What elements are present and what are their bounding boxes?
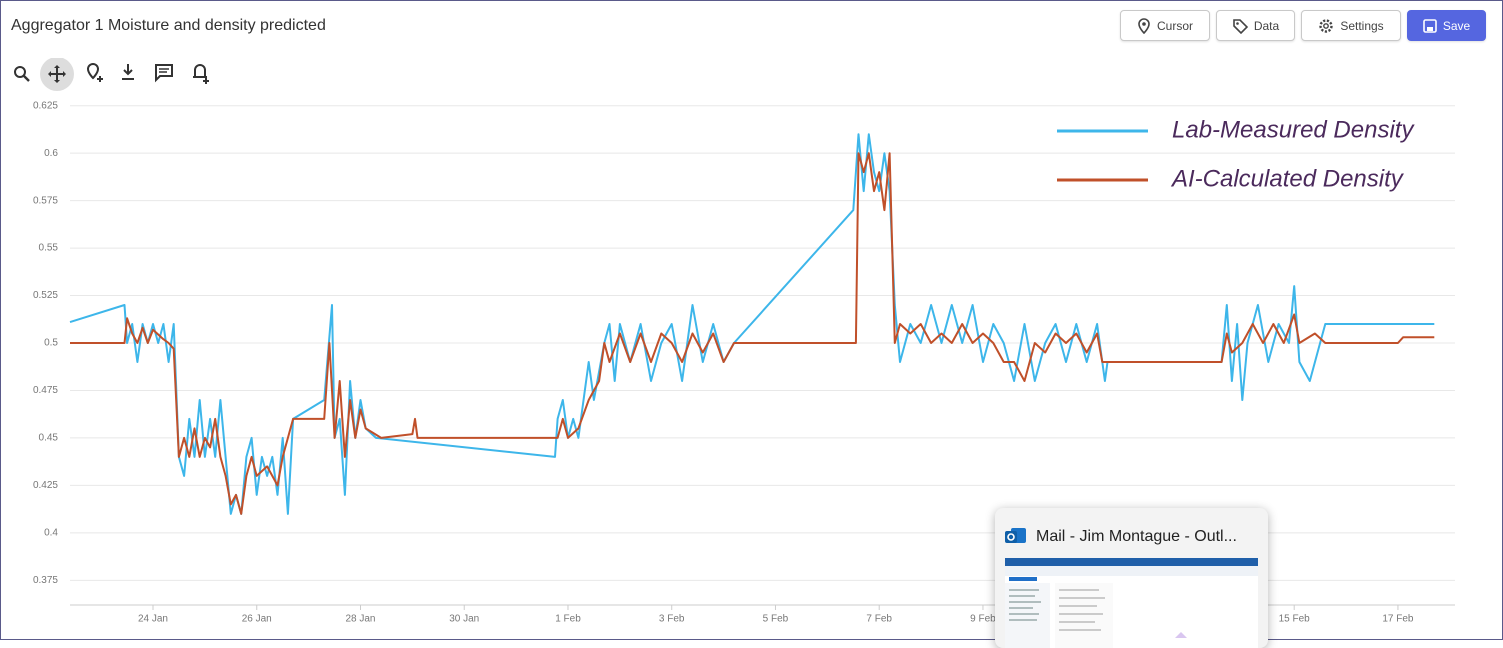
y-tick-label: 0.4 xyxy=(44,527,58,538)
y-tick-label: 0.525 xyxy=(33,290,58,301)
x-tick-label: 7 Feb xyxy=(866,614,892,625)
x-tick-label: 24 Jan xyxy=(138,614,168,625)
legend-label: Lab-Measured Density xyxy=(1172,116,1415,143)
x-tick-label: 26 Jan xyxy=(242,614,272,625)
y-tick-label: 0.425 xyxy=(33,480,58,491)
y-tick-label: 0.375 xyxy=(33,575,58,586)
add-marker-tool[interactable] xyxy=(86,62,103,82)
preview-thumbnail xyxy=(1005,558,1258,648)
y-tick-label: 0.55 xyxy=(39,243,59,254)
y-tick-label: 0.575 xyxy=(33,195,58,206)
download-tool[interactable] xyxy=(122,64,134,80)
cursor-button[interactable]: Cursor xyxy=(1120,10,1210,41)
x-tick-label: 15 Feb xyxy=(1279,614,1311,625)
y-tick-label: 0.475 xyxy=(33,385,58,396)
add-alert-tool[interactable] xyxy=(193,64,209,84)
button-label: Settings xyxy=(1340,18,1384,33)
gear-icon xyxy=(1319,18,1334,33)
data-line xyxy=(70,152,1435,515)
chart-toolbar xyxy=(14,58,209,91)
floppy-icon xyxy=(1423,18,1437,33)
button-label: Cursor xyxy=(1156,18,1193,33)
x-tick-label: 3 Feb xyxy=(659,614,685,625)
zoom-tool[interactable] xyxy=(14,66,30,82)
y-tick-label: 0.625 xyxy=(33,100,58,111)
settings-button[interactable]: Settings xyxy=(1301,10,1401,41)
x-tick-label: 28 Jan xyxy=(345,614,375,625)
x-tick-label: 9 Feb xyxy=(970,614,996,625)
comment-tool[interactable] xyxy=(155,64,173,83)
y-tick-label: 0.5 xyxy=(44,338,58,349)
legend-label: AI-Calculated Density xyxy=(1170,165,1405,192)
pin-icon xyxy=(1138,17,1150,34)
pan-tool[interactable] xyxy=(40,58,74,91)
panel-title: Aggregator 1 Moisture and density predic… xyxy=(11,17,326,34)
button-label: Save xyxy=(1442,18,1471,33)
data-button[interactable]: Data xyxy=(1216,10,1295,41)
x-tick-label: 30 Jan xyxy=(449,614,479,625)
y-tick-label: 0.6 xyxy=(44,148,58,159)
tag-icon xyxy=(1233,18,1248,34)
x-tick-label: 5 Feb xyxy=(763,614,789,625)
x-tick-label: 17 Feb xyxy=(1382,614,1414,625)
button-label: Data xyxy=(1253,18,1280,33)
preview-title: Mail - Jim Montague - Outl... xyxy=(1036,528,1237,545)
y-tick-label: 0.45 xyxy=(39,433,59,444)
outlook-icon xyxy=(1005,528,1026,543)
taskbar-preview[interactable]: Mail - Jim Montague - Outl... xyxy=(995,508,1268,648)
save-button[interactable]: Save xyxy=(1407,10,1486,41)
x-tick-label: 1 Feb xyxy=(555,614,581,625)
